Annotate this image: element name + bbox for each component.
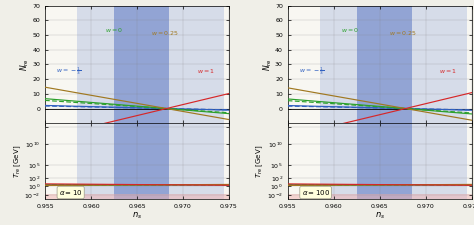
Text: $w=-\frac{1}{3}$: $w=-\frac{1}{3}$ xyxy=(299,65,324,77)
Text: $\alpha=100$: $\alpha=100$ xyxy=(301,188,329,197)
Text: $w=0.25$: $w=0.25$ xyxy=(389,29,417,37)
Bar xyxy=(45,194,229,199)
Y-axis label: $N_{\rm re}$: $N_{\rm re}$ xyxy=(261,58,273,71)
X-axis label: $n_s$: $n_s$ xyxy=(132,210,142,221)
Y-axis label: $N_{\rm re}$: $N_{\rm re}$ xyxy=(18,58,31,71)
Bar xyxy=(288,194,472,199)
Text: $w=1$: $w=1$ xyxy=(197,67,215,75)
Text: $w=0.25$: $w=0.25$ xyxy=(151,29,178,37)
Text: $w=0$: $w=0$ xyxy=(105,26,123,34)
Text: $w=1$: $w=1$ xyxy=(439,67,457,75)
Bar xyxy=(320,123,467,199)
X-axis label: $n_s$: $n_s$ xyxy=(374,210,385,221)
Y-axis label: $T_{\rm re}\ {\rm [GeV]}$: $T_{\rm re}\ {\rm [GeV]}$ xyxy=(12,145,23,178)
Bar xyxy=(77,123,224,199)
Bar xyxy=(320,6,467,123)
Bar xyxy=(357,6,412,123)
Bar xyxy=(114,123,169,199)
Bar xyxy=(77,6,224,123)
Text: $w=0$: $w=0$ xyxy=(341,26,359,34)
Y-axis label: $T_{\rm re}\ {\rm [GeV]}$: $T_{\rm re}\ {\rm [GeV]}$ xyxy=(255,145,265,178)
Bar xyxy=(114,6,169,123)
Text: $w=-\frac{1}{3}$: $w=-\frac{1}{3}$ xyxy=(56,65,82,77)
Text: $\alpha=10$: $\alpha=10$ xyxy=(59,188,82,197)
Bar xyxy=(357,123,412,199)
